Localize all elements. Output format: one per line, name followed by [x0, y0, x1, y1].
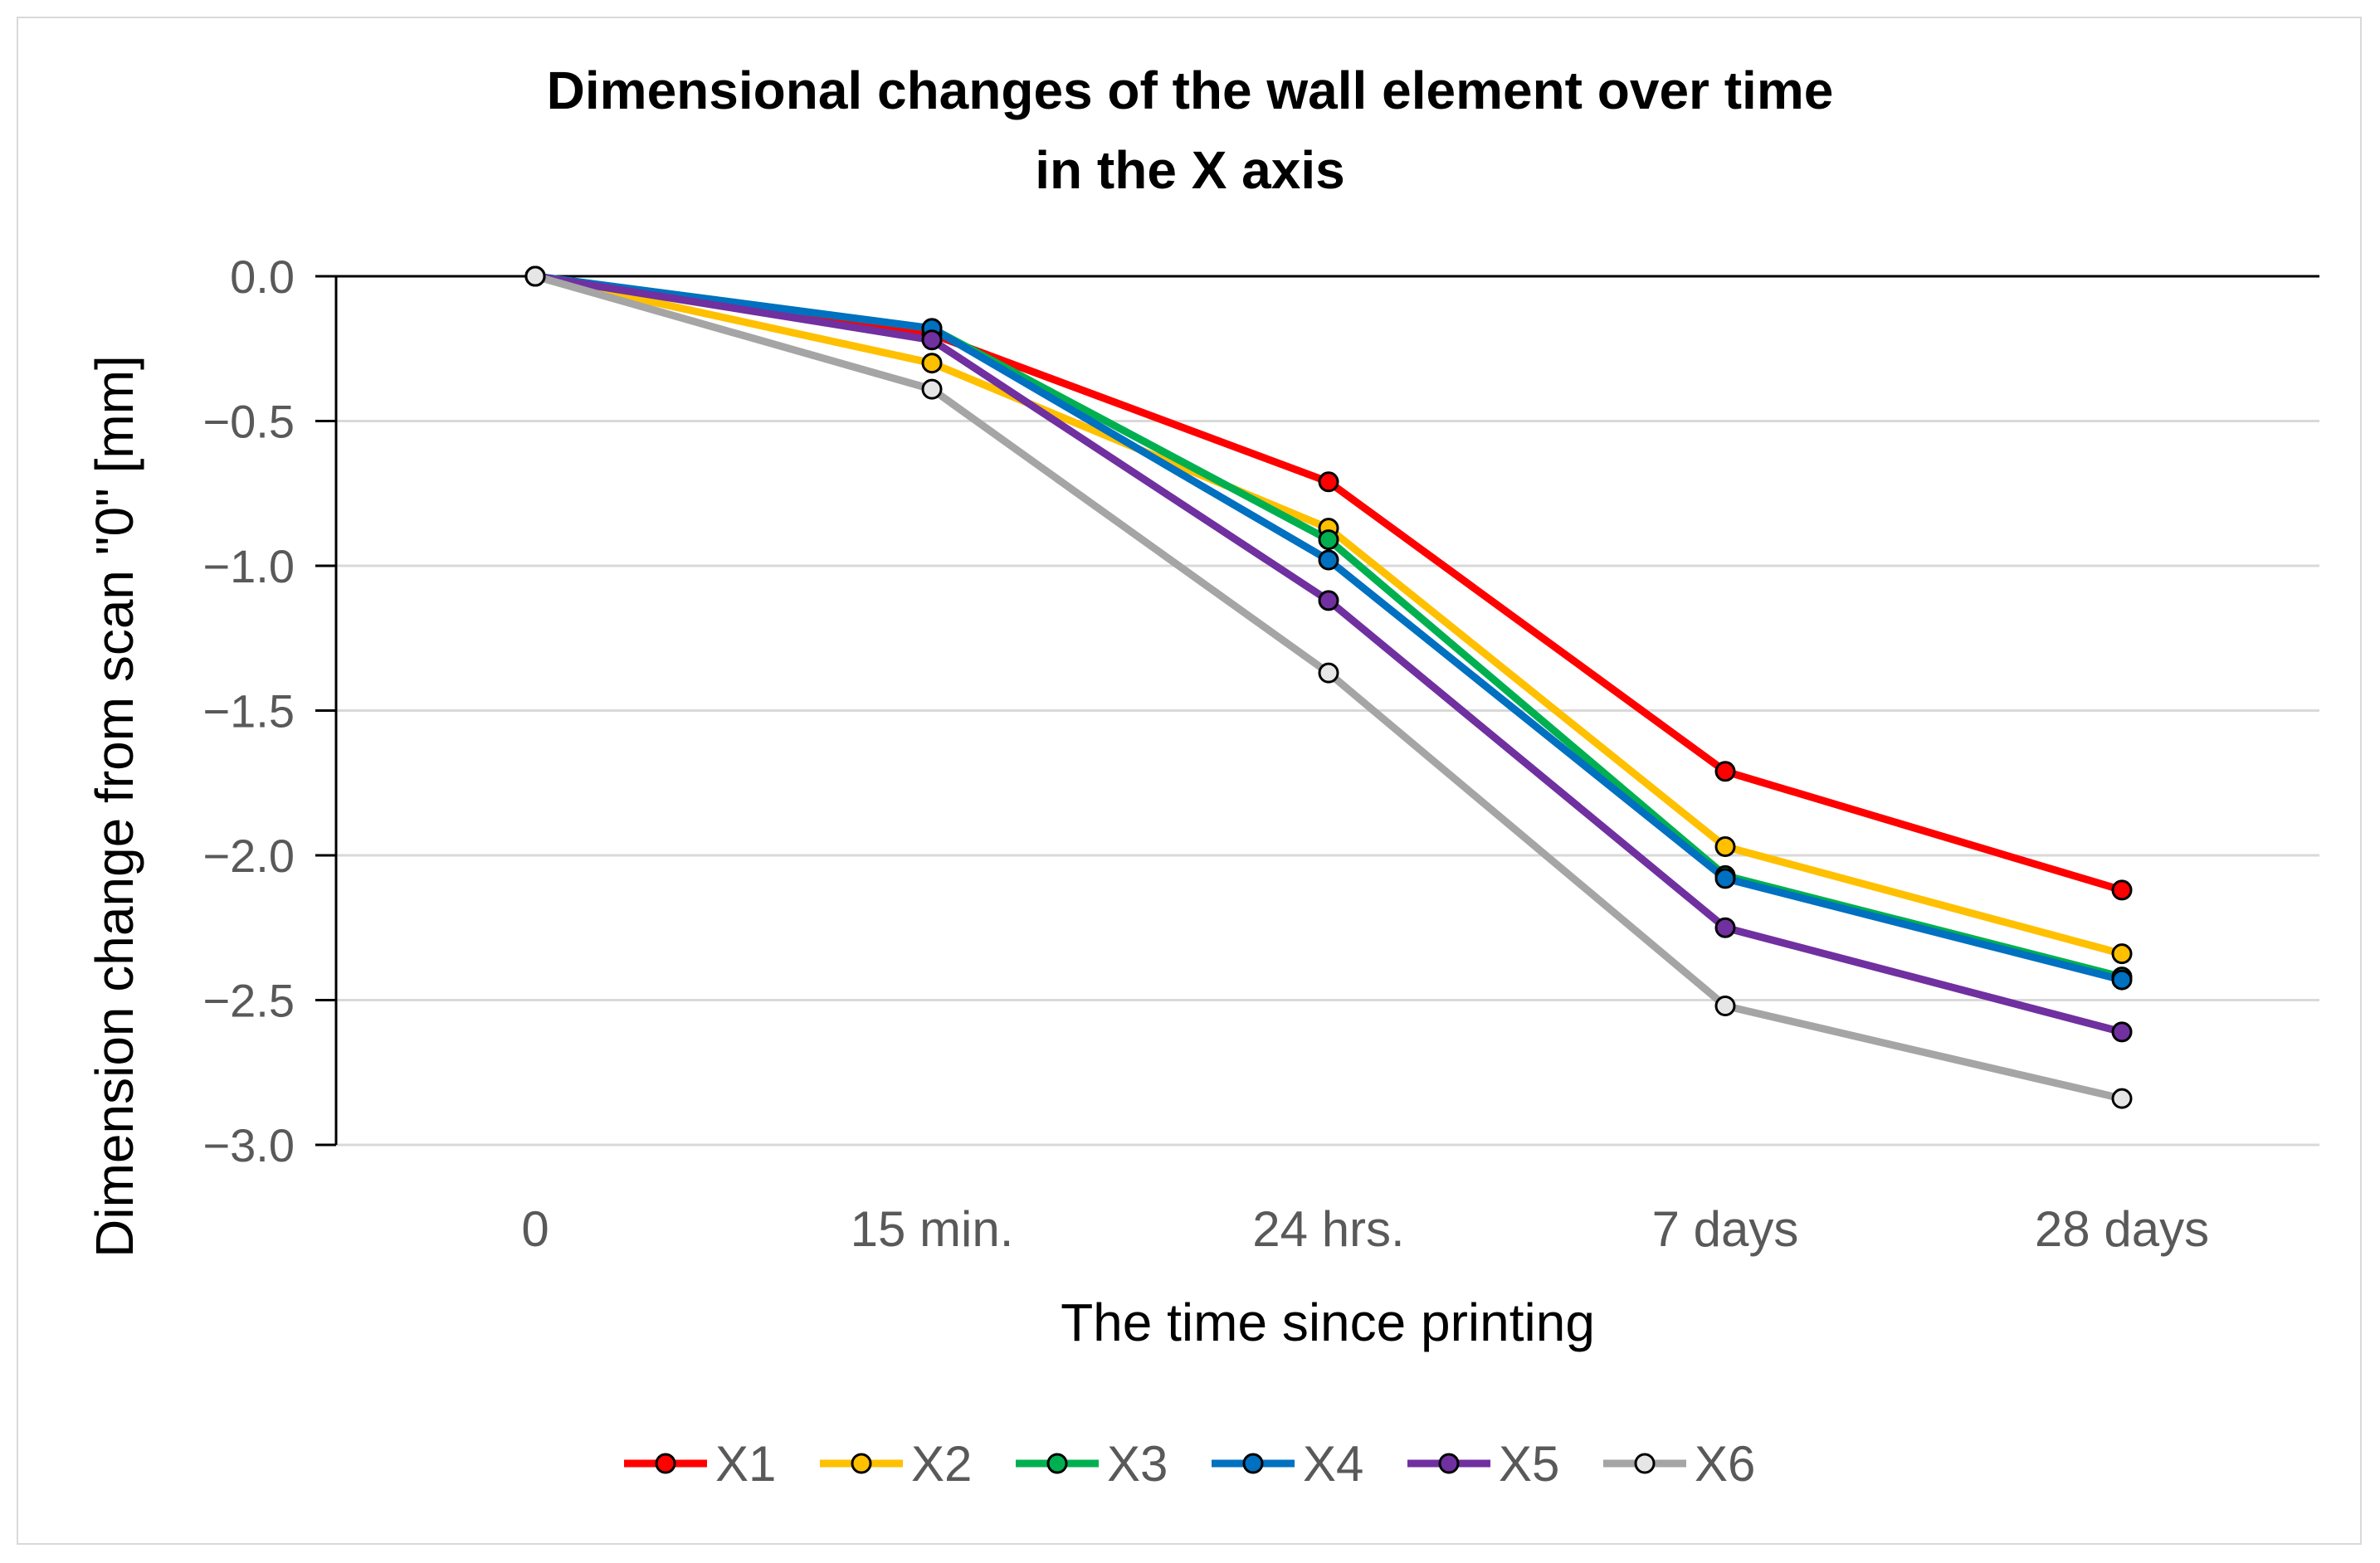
chart-frame — [17, 17, 2362, 1545]
legend-label-x3: X3 — [1107, 1436, 1168, 1492]
y-tick-label: 0.0 — [230, 251, 295, 303]
series-line-x2 — [531, 272, 2126, 958]
legend: X1 X2 X3 X4 X5 X6 — [624, 1436, 1755, 1492]
y-tick-label: −1.0 — [202, 540, 295, 592]
legend-marker-x4 — [1242, 1453, 1264, 1474]
x-tick-label: 28 days — [2035, 1201, 2209, 1257]
x-tick-label: 24 hrs. — [1252, 1201, 1404, 1257]
data-point-x2 — [2111, 943, 2133, 965]
y-axis-label: Dimension change from scan "0" [mm] — [85, 355, 144, 1258]
data-point-x6 — [921, 378, 943, 400]
data-point-x4 — [2111, 969, 2133, 991]
y-tick-label: −1.5 — [202, 685, 295, 738]
legend-label-x5: X5 — [1499, 1436, 1559, 1492]
data-point-x2 — [1714, 836, 1736, 858]
data-point-x3 — [1318, 529, 1339, 551]
data-point-x1 — [1318, 471, 1339, 493]
chart-title-line-1: Dimensional changes of the wall element … — [546, 61, 1834, 120]
data-point-x5 — [2111, 1021, 2133, 1043]
y-tick-label: −2.5 — [202, 975, 295, 1027]
series-line-x1 — [531, 272, 2126, 894]
x-tick-labels: 0 15 min. 24 hrs. 7 days 28 days — [521, 1201, 2209, 1257]
x-tick-label: 0 — [521, 1201, 549, 1257]
legend-label-x4: X4 — [1303, 1436, 1363, 1492]
x-tick-label: 7 days — [1652, 1201, 1799, 1257]
legend-marker-x3 — [1046, 1453, 1068, 1474]
data-point-x6 — [1714, 995, 1736, 1016]
series-markers — [524, 265, 2133, 1109]
y-tick-label: −3.0 — [202, 1119, 295, 1171]
data-point-x5 — [1318, 590, 1339, 611]
data-point-x1 — [2111, 879, 2133, 901]
data-point-x5 — [1714, 917, 1736, 938]
legend-marker-x5 — [1438, 1453, 1460, 1474]
series-lines — [531, 272, 2126, 1103]
x-tick-label: 15 min. — [851, 1201, 1014, 1257]
axes — [315, 275, 2319, 1147]
legend-marker-x1 — [655, 1453, 676, 1474]
legend-marker-x2 — [851, 1453, 872, 1474]
series-line-x4 — [531, 272, 2126, 984]
chart-title-line-2: in the X axis — [1035, 140, 1345, 200]
legend-label-x6: X6 — [1695, 1436, 1755, 1492]
data-point-x2 — [921, 353, 943, 374]
series-line-x6 — [531, 272, 2126, 1103]
data-point-x4 — [1714, 868, 1736, 889]
y-tick-label: −0.5 — [202, 396, 295, 448]
x-axis-label: The time since printing — [1061, 1293, 1595, 1352]
legend-label-x1: X1 — [715, 1436, 776, 1492]
data-point-x5 — [921, 329, 943, 351]
y-tick-labels: 0.0 −0.5 −1.0 −1.5 −2.0 −2.5 −3.0 — [202, 251, 295, 1171]
legend-label-x2: X2 — [911, 1436, 972, 1492]
series-line-x3 — [531, 272, 2126, 981]
data-point-x6 — [2111, 1088, 2133, 1109]
data-point-x6 — [524, 265, 546, 287]
data-point-x1 — [1714, 761, 1736, 782]
data-point-x4 — [1318, 549, 1339, 571]
legend-marker-x6 — [1634, 1453, 1656, 1474]
data-point-x6 — [1318, 662, 1339, 684]
y-tick-label: −2.0 — [202, 830, 295, 882]
